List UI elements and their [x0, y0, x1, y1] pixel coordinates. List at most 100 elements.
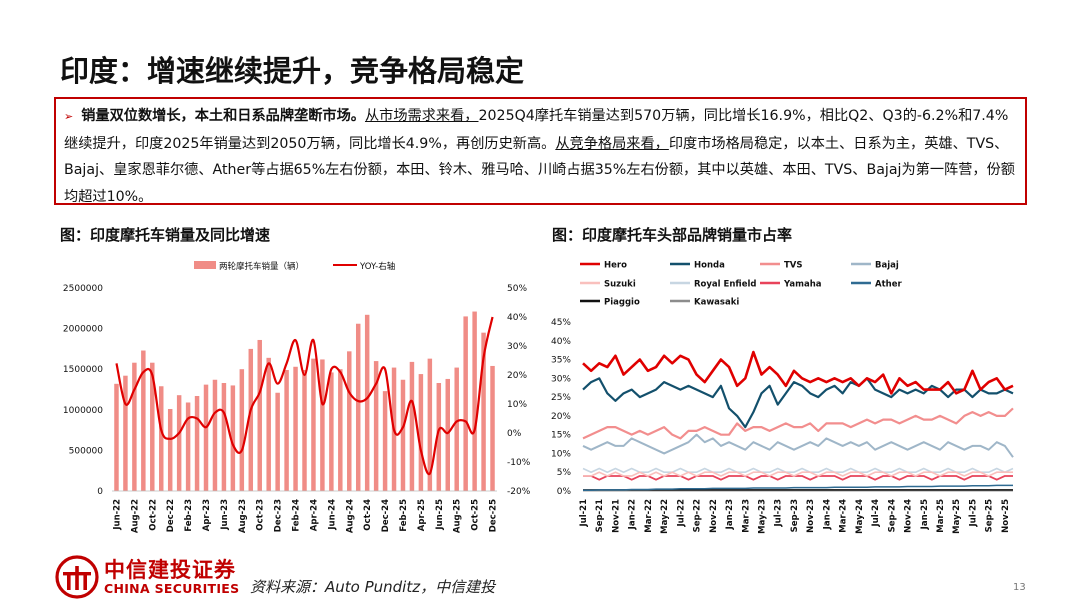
x-tick-label: Nov-22: [709, 499, 719, 533]
x-tick-label: Dec-23: [274, 499, 284, 532]
yoy-line: [115, 316, 494, 476]
x-tick-label: Jan-24: [822, 499, 832, 530]
x-tick-label: Aug-23: [238, 499, 248, 533]
summary-competition-label: 从竞争格局来看，: [555, 135, 669, 152]
x-tick-label: Jan-22: [628, 499, 638, 530]
brand-share-chart: Hero Honda TVS Bajaj Suzuki Royal Enfield Yama…: [551, 261, 1014, 534]
sales-bar: [176, 395, 182, 491]
sales-bar: [382, 391, 388, 491]
sales-bar: [409, 361, 415, 491]
y-tick-label: 0%: [557, 487, 572, 497]
x-tick-label: Dec-22: [166, 499, 176, 532]
y-tick-label: 10%: [551, 449, 571, 459]
sales-bar: [427, 358, 433, 491]
legend-label-hero: Hero: [604, 261, 627, 271]
sales-yoy-chart: 两轮摩托车销量（辆） YOY-右轴 0 500000 1000000 1500000 200…: [63, 261, 531, 533]
sales-bar: [329, 372, 334, 491]
sales-bar: [338, 369, 343, 491]
share-chart-title: 图：印度摩托车头部品牌销量市占率: [552, 226, 793, 244]
sales-bar: [167, 408, 173, 491]
sales-bar: [159, 386, 164, 491]
x-tick-label: Apr-23: [202, 499, 212, 531]
bullet-icon: ➢: [64, 110, 74, 123]
sales-bar: [302, 370, 307, 491]
share-line-tvs: [582, 407, 1014, 440]
x-tick-label: May-23: [757, 499, 767, 534]
share-line-suzuki: [583, 471, 1013, 477]
legend-label-piaggio: Piaggio: [604, 298, 640, 308]
sales-bar: [194, 395, 200, 491]
x-tick-label: May-25: [952, 499, 962, 534]
sales-bar: [320, 359, 325, 491]
y-tick-label: 25%: [551, 393, 571, 403]
y-right-tick-label: -10%: [507, 458, 531, 468]
share-line-hero: [582, 350, 1014, 395]
x-tick-label: Mar-23: [741, 499, 751, 533]
legend-label-tvs: TVS: [784, 261, 803, 271]
share-line-royal-enfield: [582, 467, 1014, 474]
y-right-tick-label: 30%: [507, 342, 527, 352]
logo-english-text: CHINA SECURITIES: [104, 581, 240, 596]
summary-demand-label: 从市场需求来看，: [364, 108, 479, 124]
sales-bar: [472, 311, 477, 491]
summary-competition-text: 印度市场格局稳定，以本土、日系为主，英雄、TVS、Bajaj、皇家恩菲尔德、At…: [64, 135, 1015, 205]
sales-bar: [266, 357, 271, 491]
x-tick-label: Jul-25: [968, 499, 978, 528]
x-tick-label: Oct-23: [256, 499, 266, 531]
x-tick-label: Jan-23: [725, 499, 735, 530]
legend-label-royal-enfield: Royal Enfield: [694, 280, 756, 290]
sales-bar: [364, 314, 370, 491]
x-tick-label: Nov-24: [904, 499, 914, 533]
sales-bar: [248, 348, 254, 491]
sales-bar: [203, 384, 209, 491]
summary-demand-text: 2025Q4摩托车销量达到570万辆，同比增长16.9%，相比Q2、Q3的-6.…: [64, 108, 1009, 152]
y-left-tick-label: 2500000: [63, 284, 103, 294]
citic-logo-icon: [55, 555, 99, 599]
x-tick-label: Oct-25: [471, 499, 481, 531]
sales-bar: [454, 367, 459, 491]
x-tick-label: Feb-25: [399, 499, 409, 532]
x-tick-label: Dec-25: [489, 499, 499, 532]
sales-bar: [293, 366, 298, 491]
y-right-tick-label: 20%: [507, 371, 527, 381]
x-tick-label: Jul-24: [871, 499, 881, 528]
y-tick-label: 40%: [551, 337, 571, 347]
sales-bar: [141, 350, 146, 491]
legend-label-suzuki: Suzuki: [604, 280, 636, 290]
x-tick-label: Sep-25: [985, 499, 995, 532]
legend-label-bars: 两轮摩托车销量（辆）: [219, 261, 304, 272]
sales-bar: [221, 383, 227, 491]
page-title: 印度：增速继续提升，竞争格局稳定: [60, 54, 525, 88]
x-tick-label: Aug-22: [130, 499, 140, 533]
sales-bar: [257, 339, 262, 491]
share-line-bajaj: [582, 433, 1014, 458]
x-tick-label: Jul-23: [774, 499, 784, 528]
x-tick-label: Mar-25: [936, 499, 946, 533]
x-tick-label: Oct-22: [148, 499, 158, 531]
x-tick-label: Apr-24: [309, 499, 319, 531]
legend-label-ather: Ather: [875, 280, 902, 290]
sales-bar: [347, 351, 352, 491]
summary-box: ➢ 销量双位数增长，本土和日系品牌垄断市场。从市场需求来看，2025Q4摩托车销量…: [54, 97, 1027, 205]
sales-bar: [355, 323, 361, 491]
x-tick-label: Jan-25: [920, 499, 930, 530]
sales-bar: [275, 392, 280, 491]
share-line-honda: [582, 377, 1014, 429]
x-tick-label: Mar-24: [839, 499, 849, 533]
sales-bar: [123, 375, 128, 491]
sales-bar: [373, 361, 379, 491]
legend-swatch-bars: [194, 261, 216, 269]
y-left-tick-label: 0: [97, 487, 103, 497]
sales-bar: [230, 385, 236, 491]
sales-bar: [418, 374, 424, 491]
y-tick-label: 20%: [551, 412, 571, 422]
x-tick-label: Sep-24: [887, 499, 897, 532]
y-left-tick-label: 1000000: [63, 406, 103, 416]
y-right-tick-label: -20%: [507, 487, 531, 497]
legend-label-yoy: YOY-右轴: [359, 261, 395, 272]
legend-label-kawasaki: Kawasaki: [694, 298, 739, 308]
x-tick-label: Sep-23: [790, 499, 800, 532]
x-tick-label: Jun-22: [112, 499, 122, 531]
sales-bar: [490, 365, 495, 491]
y-right-tick-label: 10%: [507, 400, 527, 410]
